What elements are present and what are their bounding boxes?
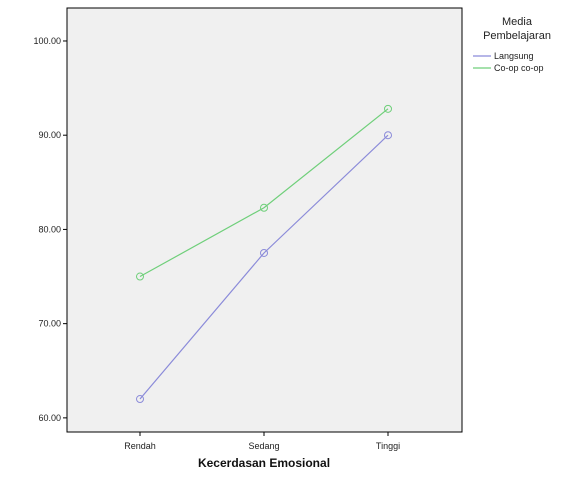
plot-area [66, 7, 463, 433]
x-tick-label: Rendah [124, 441, 156, 451]
legend-title-line2: Pembelajaran [483, 30, 551, 42]
series-line [139, 134, 389, 400]
y-tick-label: 90.00 [38, 130, 61, 140]
y-axis: 60.00 70.00 80.00 90.00 100.00 [33, 36, 67, 423]
series-line [139, 108, 389, 278]
legend: Media Pembelajaran Langsung Co-op co-op [473, 16, 551, 73]
data-point [260, 203, 268, 212]
y-tick-label: 80.00 [38, 224, 61, 234]
x-axis-title: Kecerdasan Emosional [198, 456, 330, 470]
y-tick-label: 100.00 [33, 36, 61, 46]
y-tick-label: 70.00 [38, 319, 61, 329]
legend-entries: Langsung Co-op co-op [473, 51, 544, 73]
data-point [260, 248, 268, 257]
data-point [384, 131, 392, 140]
data-point [136, 395, 144, 404]
legend-label: Langsung [494, 51, 534, 61]
x-tick-label: Sedang [248, 441, 279, 451]
y-tick-label: 60.00 [38, 413, 61, 423]
legend-title-line1: Media [502, 16, 533, 28]
data-point [384, 104, 392, 113]
series-points [136, 104, 392, 404]
series-lines [139, 108, 389, 400]
legend-label: Co-op co-op [494, 63, 544, 73]
x-tick-label: Tinggi [376, 441, 400, 451]
x-axis: Rendah Sedang Tinggi [124, 432, 400, 451]
data-point [136, 272, 144, 281]
